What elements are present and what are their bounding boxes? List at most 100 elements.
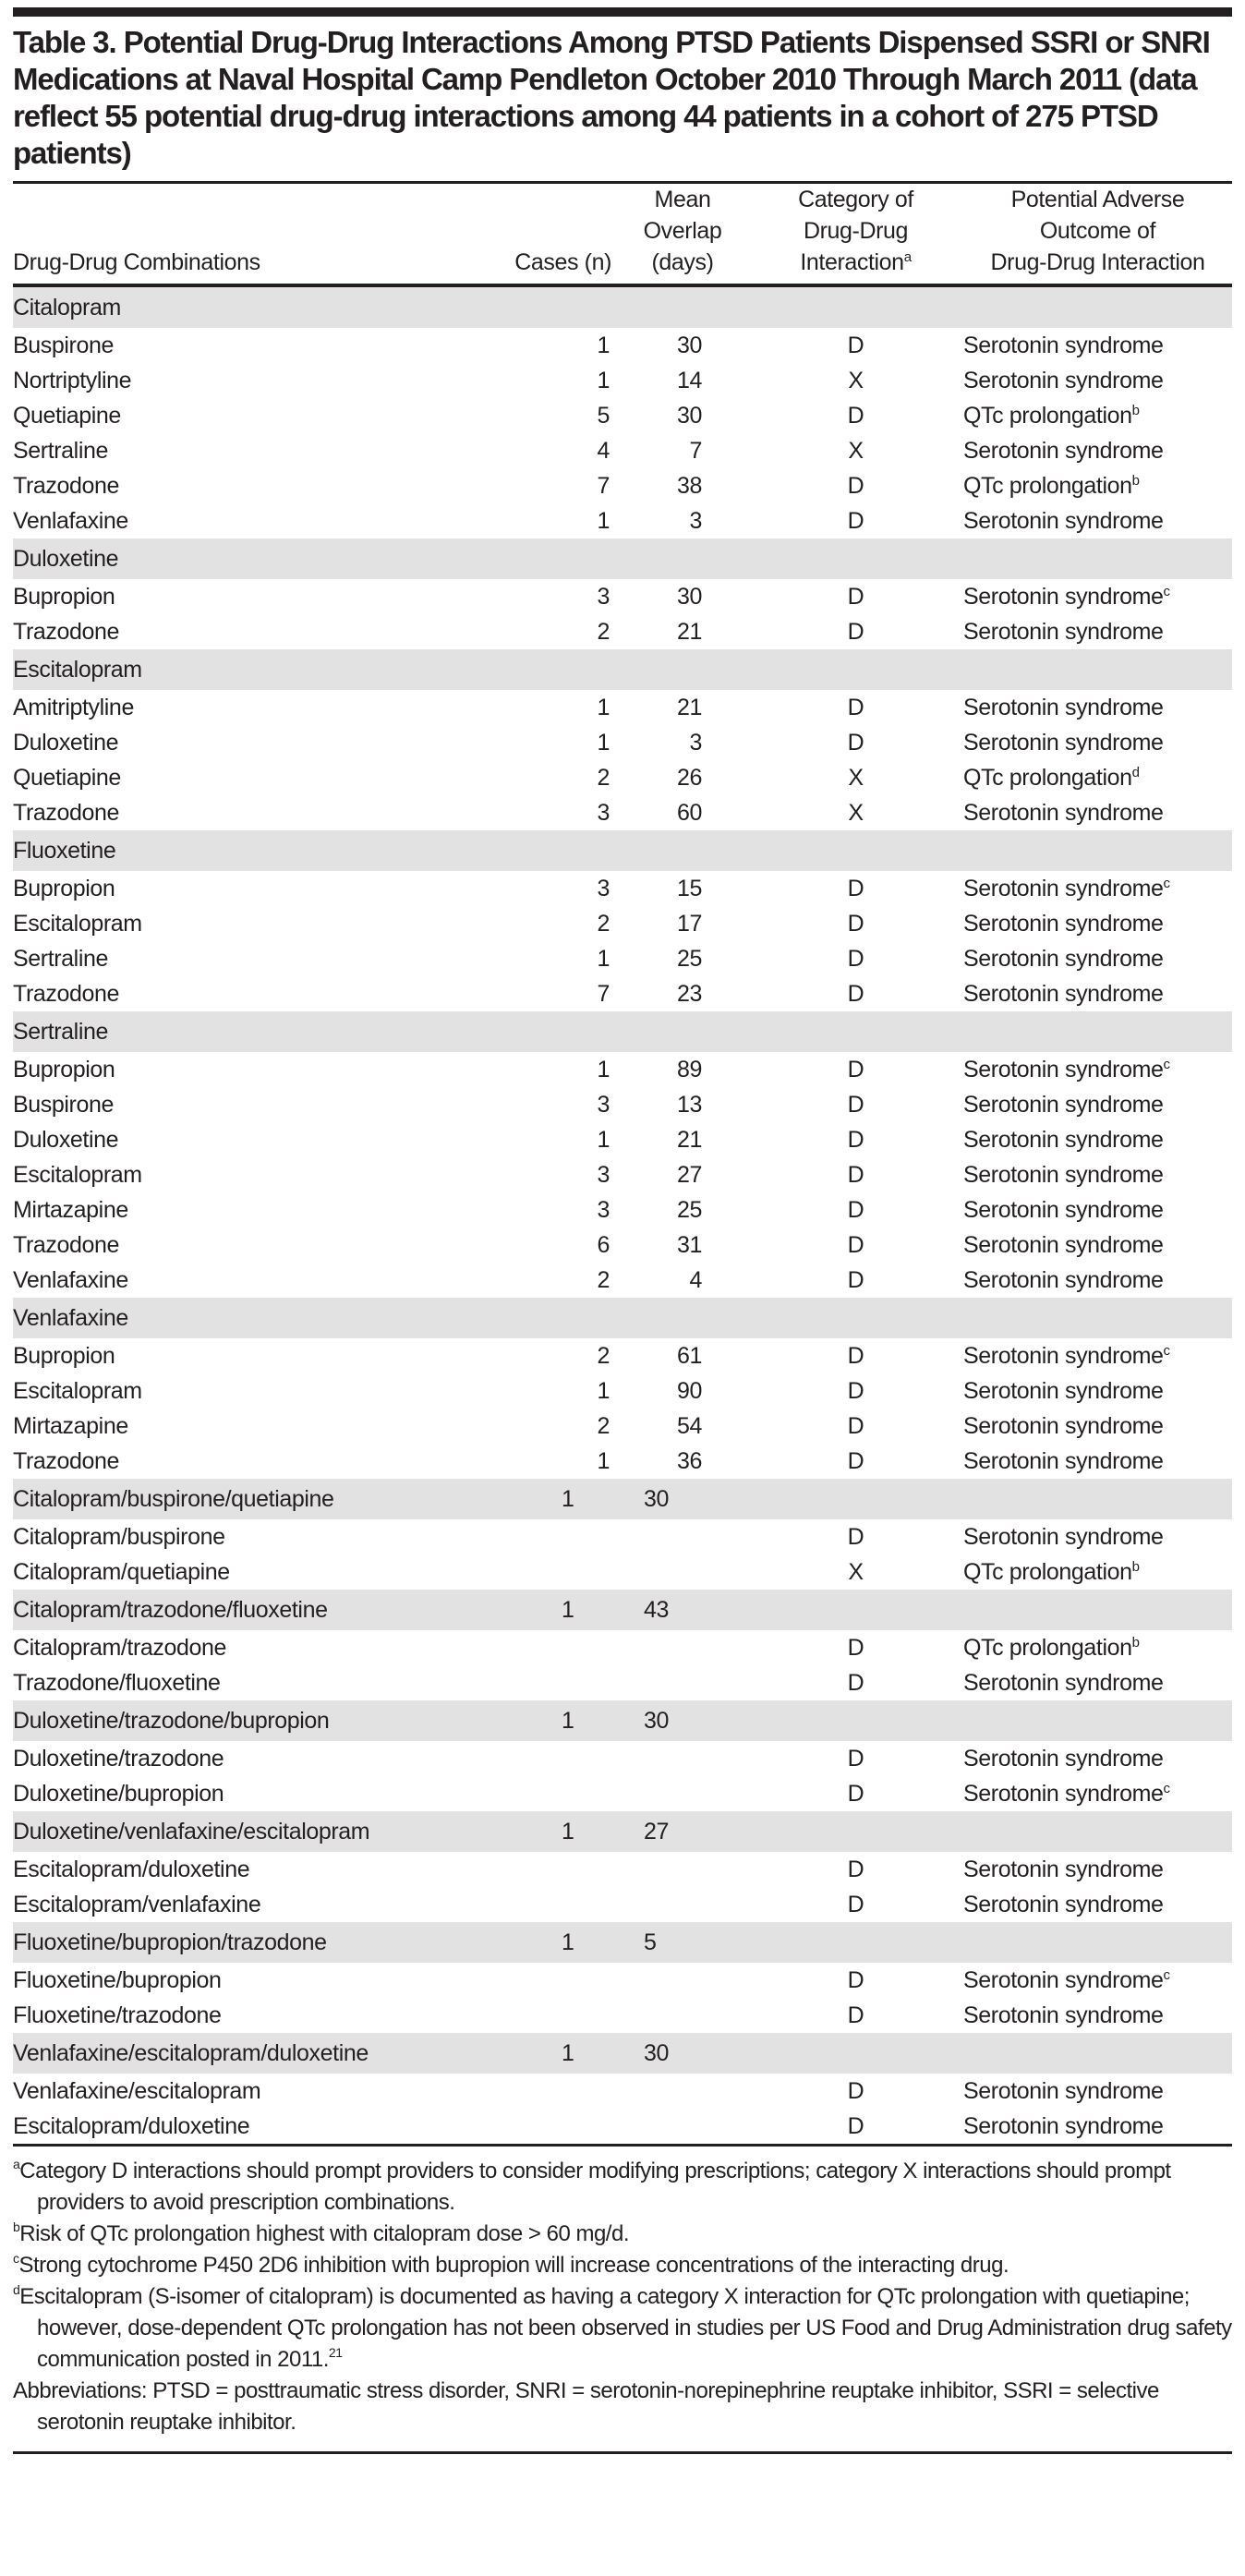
footnote-text: Risk of QTc prolongation highest with ci…	[19, 2221, 629, 2246]
adverse-outcome: Serotonin syndrome	[963, 1447, 1164, 1474]
group-category	[748, 1700, 963, 1741]
group-overlap	[617, 649, 748, 690]
drug-combination: Citalopram/trazodone	[13, 1634, 227, 1661]
mean-overlap: 15	[676, 875, 702, 901]
drug-combination: Duloxetine	[13, 729, 119, 756]
table-row: Trazodone 1 36 D Serotonin syndrome	[13, 1444, 1232, 1479]
mean-overlap: 3	[689, 729, 702, 756]
mean-overlap: 89	[676, 1056, 702, 1082]
group-cases	[504, 538, 617, 579]
mean-overlap: 60	[676, 799, 702, 826]
table-row: Mirtazapine 2 54 D Serotonin syndrome	[13, 1409, 1232, 1444]
drug-combination: Bupropion	[13, 1342, 115, 1369]
adverse-outcome: Serotonin syndromec	[963, 1966, 1171, 1993]
group-cases: 1	[504, 1700, 617, 1741]
drug-combination: Duloxetine/bupropion	[13, 1780, 224, 1807]
adverse-outcome: QTc prolongationb	[963, 402, 1140, 429]
cases	[504, 2109, 617, 2144]
group-header-row: Fluoxetine/bupropion/trazodone 1 5	[13, 1922, 1232, 1963]
footnote-text: Category D interactions should prompt pr…	[19, 2159, 1171, 2215]
footnote-marker: b	[1131, 402, 1140, 418]
mean-overlap	[617, 1963, 748, 1998]
drug-combination: Bupropion	[13, 875, 115, 901]
reference-number: 21	[328, 2345, 343, 2360]
title-rule	[13, 181, 1232, 184]
group-outcome	[963, 1700, 1232, 1741]
group-category	[748, 538, 963, 579]
table-row: Quetiapine 2 26 X QTc prolongationd	[13, 760, 1232, 795]
category: D	[847, 694, 864, 720]
group-outcome	[963, 1298, 1232, 1338]
table-body: Citalopram Buspirone 1 30 D Serotonin syndrom…	[13, 287, 1232, 2144]
drug-combination: Sertraline	[13, 945, 108, 972]
footnote-b: bRisk of QTc prolongation highest with c…	[13, 2219, 1232, 2250]
drug-combination: Escitalopram/duloxetine	[13, 2112, 250, 2139]
category: D	[847, 1966, 864, 1993]
drug-combination: Trazodone	[13, 980, 119, 1007]
footnote-mark: b	[13, 2219, 20, 2234]
cases: 2	[597, 1266, 610, 1293]
category: D	[847, 332, 864, 358]
drug-combination: Venlafaxine	[13, 1266, 128, 1293]
drug-combination: Trazodone	[13, 799, 119, 826]
category: D	[847, 1342, 864, 1369]
adverse-outcome: QTc prolongationb	[963, 1634, 1140, 1661]
adverse-outcome: Serotonin syndrome	[963, 1091, 1164, 1118]
group-cases	[504, 287, 617, 328]
drug-combination: Trazodone	[13, 1231, 119, 1258]
adverse-outcome: Serotonin syndrome	[963, 618, 1164, 645]
table-title: Table 3. Potential Drug-Drug Interaction…	[13, 25, 1211, 170]
group-cases: 1	[504, 1479, 617, 1519]
category: D	[847, 1231, 864, 1258]
footnote-c: cStrong cytochrome P450 2D6 inhibition w…	[13, 2250, 1232, 2281]
mean-overlap	[617, 1630, 748, 1665]
header-category: Category of Drug-Drug Interactiona	[798, 187, 913, 275]
adverse-outcome: Serotonin syndrome	[963, 1523, 1164, 1550]
group-category	[748, 1479, 963, 1519]
group-overlap: 27	[617, 1811, 748, 1852]
drug-combination: Trazodone	[13, 618, 119, 645]
group-name: Citalopram/buspirone/quetiapine	[13, 1479, 504, 1519]
category: X	[848, 437, 864, 464]
adverse-outcome: Serotonin syndromec	[963, 1056, 1170, 1082]
footnote-a: aCategory D interactions should prompt p…	[13, 2156, 1232, 2219]
adverse-outcome: Serotonin syndrome	[963, 1891, 1164, 1917]
drug-combination: Nortriptyline	[13, 367, 132, 393]
group-category	[748, 830, 963, 871]
cases: 3	[597, 1091, 610, 1118]
mean-overlap: 27	[676, 1161, 702, 1188]
group-name: Escitalopram	[13, 649, 504, 690]
category: D	[847, 618, 864, 645]
group-outcome	[963, 1811, 1232, 1852]
drug-combination: Escitalopram/venlafaxine	[13, 1891, 261, 1917]
group-outcome	[963, 1590, 1232, 1630]
mean-overlap	[617, 1998, 748, 2033]
category: D	[847, 2002, 864, 2028]
mean-overlap: 13	[676, 1091, 702, 1118]
group-category	[748, 1922, 963, 1963]
footnote-marker: c	[1163, 1966, 1171, 1983]
group-cases	[504, 1011, 617, 1052]
group-overlap	[617, 830, 748, 871]
category: X	[848, 764, 864, 791]
drug-combination: Bupropion	[13, 583, 115, 610]
drug-combination: Escitalopram	[13, 1377, 142, 1404]
group-name: Fluoxetine/bupropion/trazodone	[13, 1922, 504, 1963]
mean-overlap: 17	[676, 910, 702, 937]
group-overlap: 30	[617, 2033, 748, 2074]
category: X	[848, 367, 864, 393]
cases	[504, 1554, 617, 1590]
footnote-marker: c	[1163, 583, 1171, 599]
group-outcome	[963, 1011, 1232, 1052]
cases	[504, 1630, 617, 1665]
cases	[504, 1998, 617, 2033]
drug-combination: Escitalopram/duloxetine	[13, 1856, 250, 1882]
footnote-mark: d	[13, 2282, 20, 2297]
adverse-outcome: Serotonin syndrome	[963, 1231, 1164, 1258]
drug-combination: Fluoxetine/bupropion	[13, 1966, 222, 1993]
table-row: Bupropion 3 15 D Serotonin syndromec	[13, 871, 1232, 906]
adverse-outcome: Serotonin syndromec	[963, 583, 1171, 610]
table-row: Mirtazapine 3 25 D Serotonin syndrome	[13, 1192, 1232, 1228]
category: D	[847, 2112, 864, 2139]
cases	[504, 1741, 617, 1776]
